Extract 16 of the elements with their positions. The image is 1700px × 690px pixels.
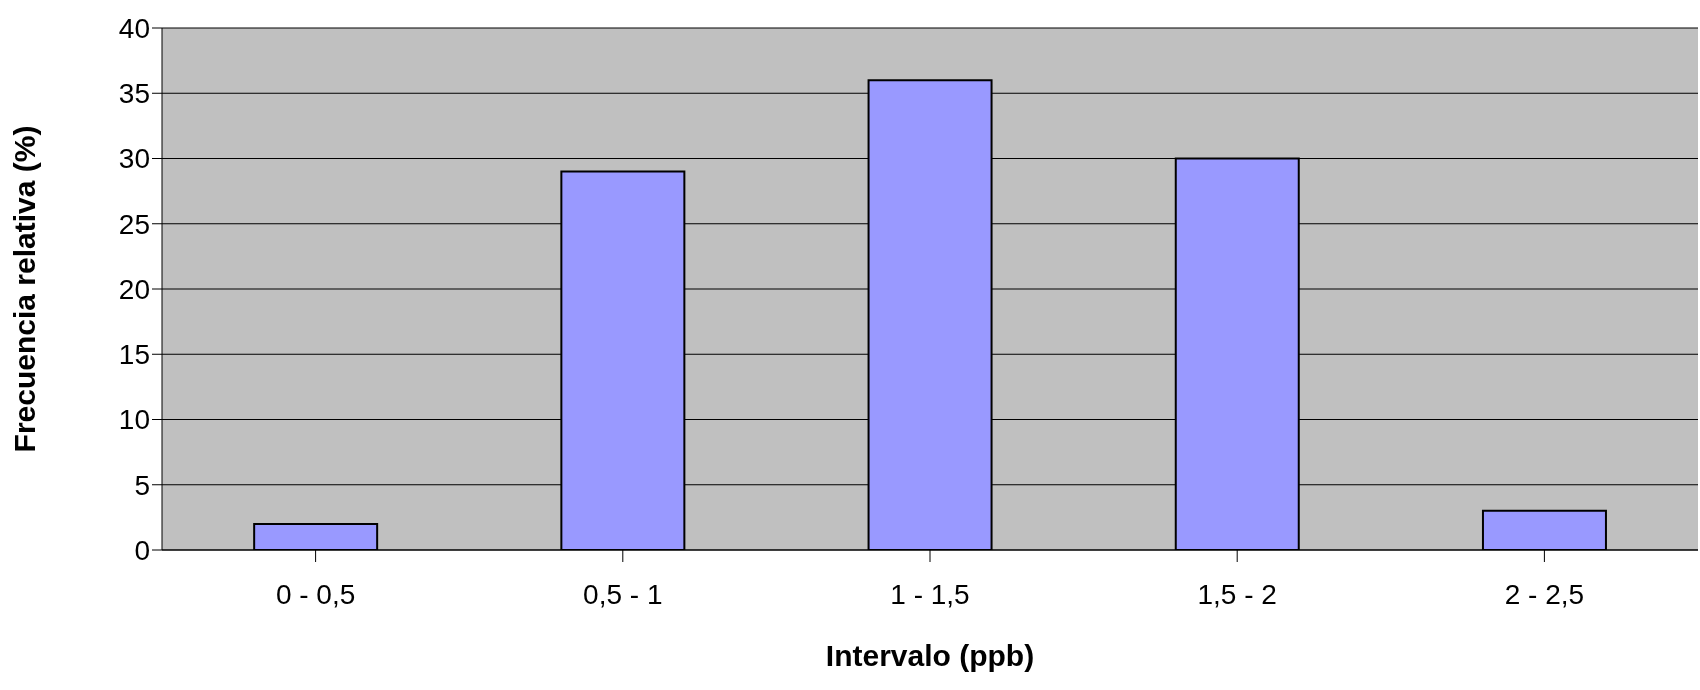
- y-tick-label: 15: [118, 339, 150, 371]
- y-tick-label: 10: [118, 404, 150, 436]
- x-tick-label: 1 - 1,5: [890, 578, 970, 610]
- y-tick-label: 25: [118, 208, 150, 240]
- y-axis-title: Frecuencia relativa (%): [7, 125, 41, 453]
- y-tick-label: 0: [134, 534, 150, 566]
- y-tick-label: 20: [118, 273, 150, 305]
- x-axis-title: Intervalo (ppb): [825, 639, 1035, 672]
- x-tick-label: 0,5 - 1: [583, 578, 663, 610]
- y-tick-label: 30: [118, 143, 150, 175]
- y-tick-label: 40: [118, 12, 150, 44]
- x-tick-label: 2 - 2,5: [1504, 578, 1585, 610]
- x-tick-label: 1,5 - 2: [1197, 578, 1277, 610]
- y-tick-label: 5: [134, 469, 150, 501]
- x-tick-label: 0 - 0,5: [275, 578, 356, 610]
- y-tick-label: 35: [118, 78, 150, 110]
